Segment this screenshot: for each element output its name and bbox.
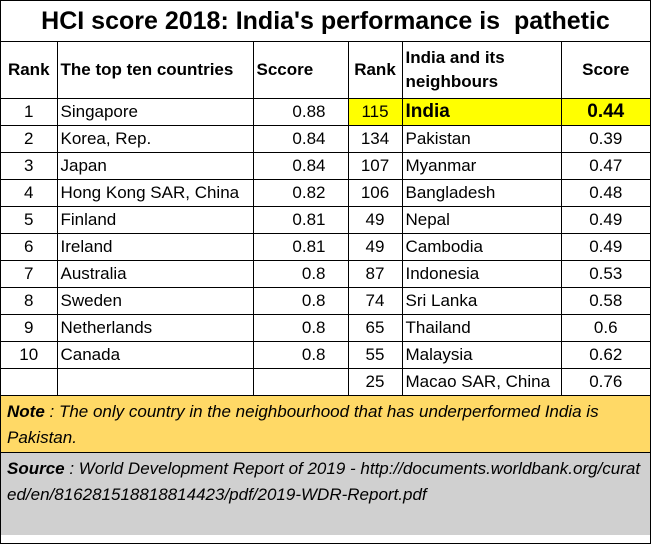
neighbour-rank-cell: 74 bbox=[347, 287, 403, 315]
header-row: Rank The top ten countries Sccore Rank I… bbox=[1, 42, 650, 99]
header-countries: The top ten countries bbox=[56, 42, 254, 99]
top-country-cell: Singapore bbox=[56, 98, 254, 126]
source-label: Source bbox=[7, 459, 65, 478]
top-score-cell: 0.84 bbox=[252, 152, 349, 180]
table-row: 3 Japan 0.84 107 Myanmar 0.47 bbox=[1, 152, 650, 180]
neighbour-rank-cell: 134 bbox=[347, 125, 403, 153]
top-score-cell: 0.82 bbox=[252, 179, 349, 207]
neighbour-rank-cell: 65 bbox=[347, 314, 403, 342]
top-country-cell: Hong Kong SAR, China bbox=[56, 179, 254, 207]
top-rank-cell: 9 bbox=[1, 314, 58, 342]
top-score-cell bbox=[252, 368, 349, 396]
neighbour-score-cell: 0.6 bbox=[560, 314, 650, 342]
neighbour-country-cell: India bbox=[401, 98, 562, 126]
table-row: 6 Ireland 0.81 49 Cambodia 0.49 bbox=[1, 233, 650, 261]
header-score-right: Score bbox=[560, 42, 650, 99]
top-rank-cell: 3 bbox=[1, 152, 58, 180]
neighbour-rank-cell: 25 bbox=[347, 368, 403, 396]
neighbour-rank-cell: 87 bbox=[347, 260, 403, 288]
header-rank-left: Rank bbox=[1, 42, 58, 99]
neighbour-country-cell: Indonesia bbox=[401, 260, 562, 288]
neighbour-country-cell: Malaysia bbox=[401, 341, 562, 369]
top-country-cell: Netherlands bbox=[56, 314, 254, 342]
neighbour-rank-cell: 49 bbox=[347, 233, 403, 261]
neighbour-score-cell: 0.62 bbox=[560, 341, 650, 369]
top-country-cell: Canada bbox=[56, 341, 254, 369]
top-rank-cell: 2 bbox=[1, 125, 58, 153]
table-row: 5 Finland 0.81 49 Nepal 0.49 bbox=[1, 206, 650, 234]
neighbour-country-cell: Pakistan bbox=[401, 125, 562, 153]
neighbour-rank-cell: 107 bbox=[347, 152, 403, 180]
top-country-cell bbox=[56, 368, 254, 396]
top-rank-cell: 10 bbox=[1, 341, 58, 369]
neighbour-country-cell: Nepal bbox=[401, 206, 562, 234]
top-rank-cell bbox=[1, 368, 58, 396]
neighbour-country-cell: Myanmar bbox=[401, 152, 562, 180]
top-score-cell: 0.8 bbox=[252, 314, 349, 342]
note-text: : The only country in the neighbourhood … bbox=[7, 402, 599, 447]
top-rank-cell: 7 bbox=[1, 260, 58, 288]
neighbour-rank-cell: 49 bbox=[347, 206, 403, 234]
top-country-cell: Finland bbox=[56, 206, 254, 234]
neighbour-country-cell: Bangladesh bbox=[401, 179, 562, 207]
neighbour-rank-cell: 55 bbox=[347, 341, 403, 369]
table-row: 7 Australia 0.8 87 Indonesia 0.53 bbox=[1, 260, 650, 288]
page-title: HCI score 2018: India's performance is p… bbox=[1, 1, 650, 42]
neighbour-country-cell: Thailand bbox=[401, 314, 562, 342]
note-box: Note : The only country in the neighbour… bbox=[1, 396, 650, 453]
top-score-cell: 0.8 bbox=[252, 341, 349, 369]
top-score-cell: 0.81 bbox=[252, 233, 349, 261]
top-score-cell: 0.8 bbox=[252, 287, 349, 315]
table-row: 4 Hong Kong SAR, China 0.82 106 Bangladesh 0.… bbox=[1, 179, 650, 207]
header-score-left: Sccore bbox=[252, 42, 349, 99]
header-rank-right: Rank bbox=[347, 42, 403, 99]
top-score-cell: 0.8 bbox=[252, 260, 349, 288]
neighbour-rank-cell: 106 bbox=[347, 179, 403, 207]
table-row: 8 Sweden 0.8 74 Sri Lanka 0.58 bbox=[1, 287, 650, 315]
top-country-cell: Australia bbox=[56, 260, 254, 288]
table-row: 2 Korea, Rep. 0.84 134 Pakistan 0.39 bbox=[1, 125, 650, 153]
table-row: 1 Singapore 0.88 115 India 0.44 bbox=[1, 98, 650, 126]
top-country-cell: Sweden bbox=[56, 287, 254, 315]
neighbour-score-cell: 0.44 bbox=[560, 98, 650, 126]
table-row: 9 Netherlands 0.8 65 Thailand 0.6 bbox=[1, 314, 650, 342]
top-country-cell: Korea, Rep. bbox=[56, 125, 254, 153]
score-table: Rank The top ten countries Sccore Rank I… bbox=[1, 42, 650, 396]
top-rank-cell: 6 bbox=[1, 233, 58, 261]
neighbour-country-cell: Macao SAR, China bbox=[401, 368, 562, 396]
neighbour-score-cell: 0.39 bbox=[560, 125, 650, 153]
note-label: Note bbox=[7, 402, 45, 421]
top-rank-cell: 1 bbox=[1, 98, 58, 126]
neighbour-score-cell: 0.49 bbox=[560, 206, 650, 234]
neighbour-score-cell: 0.76 bbox=[560, 368, 650, 396]
neighbour-score-cell: 0.53 bbox=[560, 260, 650, 288]
neighbour-score-cell: 0.49 bbox=[560, 233, 650, 261]
top-score-cell: 0.84 bbox=[252, 125, 349, 153]
source-text: : World Development Report of 2019 - htt… bbox=[7, 459, 641, 504]
top-country-cell: Ireland bbox=[56, 233, 254, 261]
top-score-cell: 0.88 bbox=[252, 98, 349, 126]
top-rank-cell: 4 bbox=[1, 179, 58, 207]
top-country-cell: Japan bbox=[56, 152, 254, 180]
neighbour-score-cell: 0.47 bbox=[560, 152, 650, 180]
neighbour-score-cell: 0.48 bbox=[560, 179, 650, 207]
table-row: 25 Macao SAR, China 0.76 bbox=[1, 368, 650, 396]
top-rank-cell: 8 bbox=[1, 287, 58, 315]
neighbour-country-cell: Cambodia bbox=[401, 233, 562, 261]
top-score-cell: 0.81 bbox=[252, 206, 349, 234]
table-row: 10 Canada 0.8 55 Malaysia 0.62 bbox=[1, 341, 650, 369]
header-neighbours: India and its neighbours bbox=[401, 42, 562, 99]
source-box: Source : World Development Report of 201… bbox=[1, 453, 650, 535]
neighbour-country-cell: Sri Lanka bbox=[401, 287, 562, 315]
neighbour-rank-cell: 115 bbox=[347, 98, 403, 126]
neighbour-score-cell: 0.58 bbox=[560, 287, 650, 315]
top-rank-cell: 5 bbox=[1, 206, 58, 234]
